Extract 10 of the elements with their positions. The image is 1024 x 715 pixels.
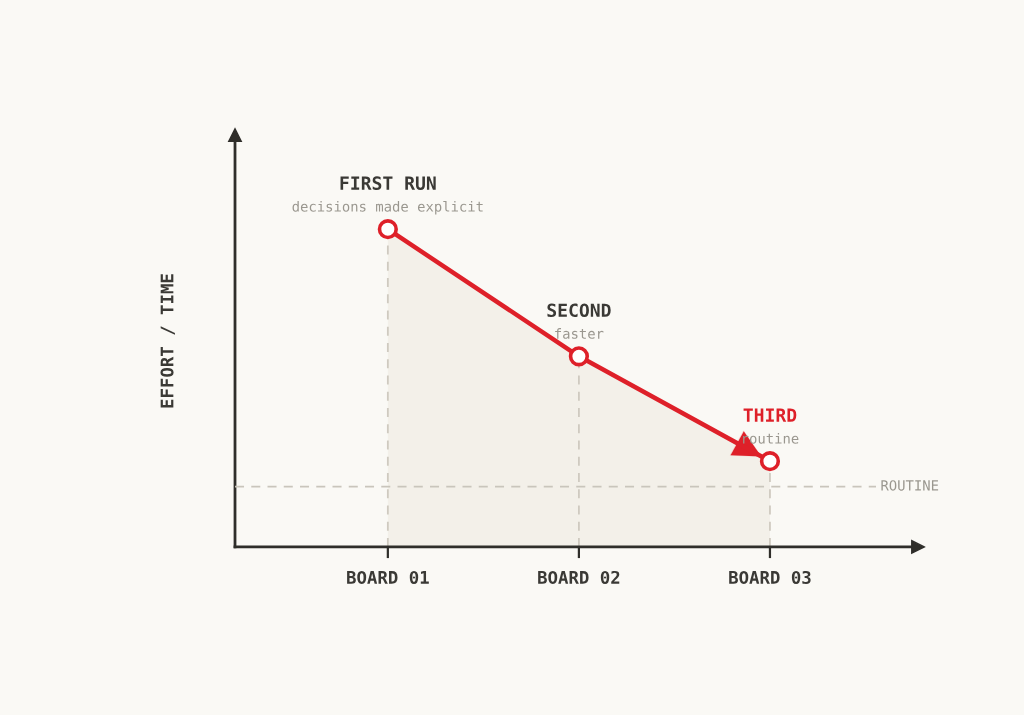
x-tick-label: BOARD 02 <box>538 570 620 585</box>
annotation: THIRD <box>743 408 797 422</box>
x-tick-label: BOARD 01 <box>347 570 429 585</box>
annotation: FIRST RUN <box>340 176 436 190</box>
x-tick-label: BOARD 03 <box>729 570 811 585</box>
y-axis-title: EFFORT / TIME <box>160 274 175 408</box>
annotation: decisions made explicit <box>292 200 483 215</box>
ref-line-label: ROUTINE <box>881 480 939 491</box>
annotation: SECOND <box>547 303 611 318</box>
annotation: faster <box>555 328 604 339</box>
